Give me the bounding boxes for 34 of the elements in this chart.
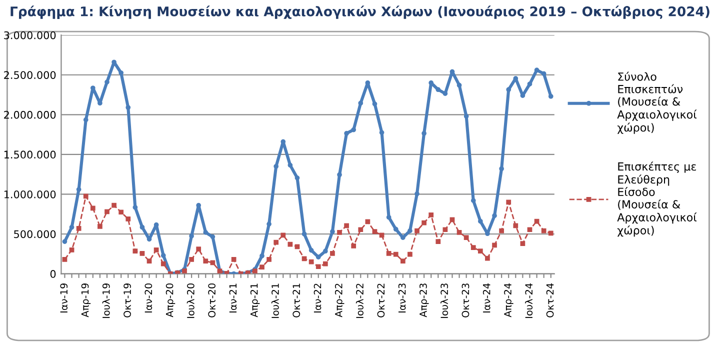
y-tick-label: 3.000.000: [4, 31, 56, 40]
x-tick-label: Απρ-24: [504, 283, 514, 318]
x-tick-label: Ιαν-22: [314, 284, 322, 312]
x-tick-label: Ιαν-24: [482, 283, 490, 312]
x-tick-label: Οκτ-22: [377, 284, 385, 318]
y-tick-label: 1.500.000: [4, 150, 56, 159]
x-tick-label: Ιουλ-23: [440, 284, 448, 318]
x-tick-label: Οκτ-19: [124, 283, 131, 318]
x-tick-label: Οκτ-21: [292, 284, 300, 318]
legend-label: Σύνολο Επισκεπτών (Μουσεία & Αρχαιολογικοί χώροι): [617, 72, 697, 134]
x-tick-label: Οκτ-23: [462, 284, 470, 318]
x-tick-label: Απρ-23: [420, 284, 429, 318]
x-tick-label: Οκτ-20: [208, 283, 216, 318]
y-tick-label: 0: [50, 270, 56, 278]
x-tick-label: Ιαν-20: [144, 283, 152, 312]
x-tick-label: Οκτ-24: [546, 283, 554, 318]
x-tick-label: Ιουλ-21: [271, 284, 279, 318]
chart-title: Γράφημα 1: Κίνηση Μουσείων και Αρχαιολογικών Χώρων (Ιανουάριος 2019 – Οκτώβριος 2024): [10, 6, 710, 19]
x-tick-label: Ιουλ-22: [356, 284, 364, 318]
x-tick-label: Ιαν-19: [60, 283, 68, 312]
y-tick-label: 1.000.000: [4, 190, 56, 198]
y-tick-label: 2.500.000: [4, 71, 56, 79]
x-tick-label: Απρ-19: [81, 283, 91, 318]
x-tick-label: Απρ-21: [250, 284, 260, 318]
x-tick-label: Ιουλ-24: [525, 283, 533, 318]
x-tick-label: Απρ-20: [166, 283, 176, 318]
x-tick-label: Ιαν-23: [398, 284, 406, 312]
x-tick-label: Ιουλ-19: [102, 283, 110, 318]
y-tick-label: 2.000.000: [4, 110, 56, 119]
legend-label: Επισκέπτες με Ελεύθερη Είσοδο (Μουσεία & Αρχαιολογικοί χώροι): [617, 162, 697, 237]
x-tick-label: Απρ-22: [334, 284, 344, 318]
x-tick-label: Ιαν-21: [229, 284, 237, 312]
y-tick-label: 500.000: [14, 230, 56, 238]
x-tick-label: Ιουλ-20: [186, 283, 194, 318]
